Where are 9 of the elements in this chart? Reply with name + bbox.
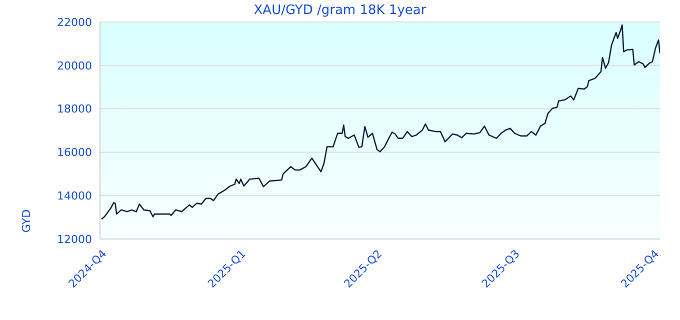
- line-series: [100, 24, 660, 220]
- y-tick-label: 14000: [57, 190, 92, 203]
- y-tick-label: 16000: [57, 146, 92, 160]
- y-tick-label: 12000: [57, 232, 92, 246]
- y-axis-title: GYD: [20, 209, 33, 233]
- y-tick-label: 20000: [57, 59, 92, 72]
- y-tick-label: 18000: [57, 102, 92, 116]
- y-tick-label: 22000: [57, 16, 92, 29]
- chart-title: XAU/GYD /gram 18K 1year: [254, 3, 426, 18]
